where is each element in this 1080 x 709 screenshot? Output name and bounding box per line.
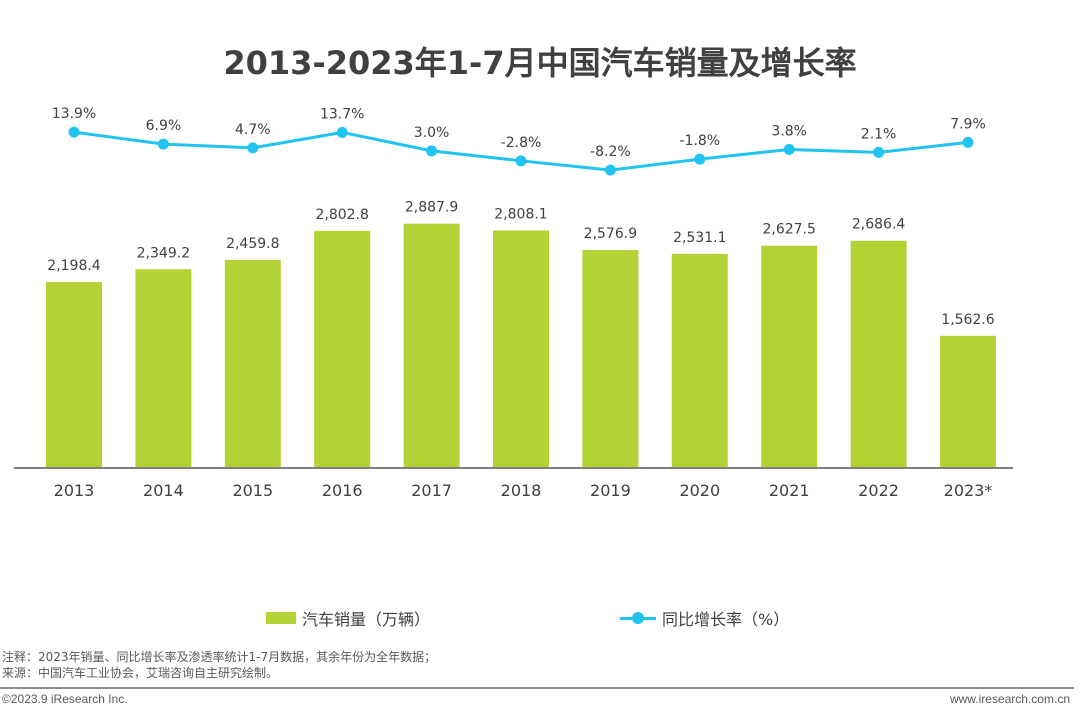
bar-2017 (403, 223, 460, 468)
x-tick-2015: 2015 (232, 481, 273, 500)
growth-point-2017 (426, 145, 438, 157)
bar-label-2021: 2,627.5 (762, 222, 815, 238)
bar-label-2017: 2,887.9 (405, 200, 458, 216)
growth-label-2021: 3.8% (771, 123, 807, 139)
line-series (68, 126, 974, 176)
bar-2016 (314, 230, 371, 468)
x-tick-2022: 2022 (858, 481, 899, 500)
growth-point-2022 (873, 146, 885, 158)
growth-label-2016: 13.7% (320, 106, 364, 122)
bar-label-2020: 2,531.1 (673, 230, 726, 246)
growth-point-2023* (962, 136, 974, 148)
legend-item-growth: 同比增长率（%） (620, 606, 789, 630)
growth-label-2018: -2.8% (501, 135, 542, 151)
growth-point-2014 (157, 138, 169, 150)
legend-line-swatch (620, 612, 656, 624)
legend-bar-swatch (266, 612, 296, 624)
growth-point-2019 (604, 164, 616, 176)
x-tick-2014: 2014 (143, 481, 184, 500)
source-text: 来源：中国汽车工业协会，艾瑞咨询自主研究绘制。 (2, 666, 279, 680)
bar-2014 (135, 269, 192, 468)
bar-2023* (940, 335, 996, 468)
legend-item-sales: 汽车销量（万辆） (266, 606, 430, 630)
growth-label-2022: 2.1% (861, 126, 897, 142)
bar-label-2013: 2,198.4 (47, 258, 101, 274)
x-tick-2013: 2013 (54, 481, 95, 500)
bar-2013 (46, 282, 102, 468)
bar-2021 (761, 245, 818, 468)
x-axis-ticks: 2013 2014 2015 2016 2017 2018 2019 2020 2021 2022… (54, 481, 993, 500)
chart-area: 2,198.4 2,349.2 2,459.8 2,802.8 2,887.9 2,808… (14, 106, 1013, 500)
growth-point-2018 (515, 155, 527, 167)
bar-series (46, 223, 996, 468)
bar-label-2018: 2,808.1 (494, 206, 547, 222)
legend-label-sales: 汽车销量（万辆） (302, 610, 431, 629)
website-link[interactable]: www.iresearch.com.cn (949, 692, 1070, 706)
x-tick-2016: 2016 (322, 481, 363, 500)
copyright: ©2023.9 iResearch Inc. (2, 692, 128, 706)
x-tick-2021: 2021 (769, 481, 810, 500)
x-tick-2018: 2018 (501, 481, 542, 500)
bar-data-labels: 2,198.4 2,349.2 2,459.8 2,802.8 2,887.9 2,808… (47, 200, 995, 328)
bar-2018 (493, 230, 549, 468)
growth-label-2013: 13.9% (52, 106, 96, 122)
growth-point-2020 (694, 153, 706, 165)
growth-label-2014: 6.9% (146, 118, 182, 134)
growth-point-2016 (336, 126, 348, 138)
growth-label-2019: -8.2% (590, 144, 631, 160)
bar-label-2023*: 1,562.6 (941, 312, 995, 328)
bar-label-2022: 2,686.4 (852, 217, 906, 233)
growth-label-2023*: 7.9% (950, 116, 986, 132)
bar-label-2016: 2,802.8 (315, 207, 368, 223)
x-tick-2023*: 2023* (944, 481, 993, 500)
line-data-labels: 13.9% 6.9% 4.7% 13.7% 3.0% -2.8% -8.2% -1.8% 3.8… (52, 106, 986, 160)
x-tick-2019: 2019 (590, 481, 631, 500)
growth-label-2020: -1.8% (679, 133, 720, 149)
x-tick-2017: 2017 (411, 481, 452, 500)
growth-point-2013 (68, 126, 80, 138)
growth-point-2021 (783, 143, 795, 155)
bar-label-2019: 2,576.9 (584, 226, 637, 242)
bar-label-2014: 2,349.2 (137, 245, 190, 261)
bar-2020 (671, 253, 728, 468)
growth-label-2015: 4.7% (235, 122, 271, 138)
growth-label-2017: 3.0% (414, 125, 450, 141)
legend-label-growth: 同比增长率（%） (662, 610, 790, 629)
bar-2019 (582, 249, 639, 468)
bar-2022 (850, 240, 907, 468)
note-text: 注释：2023年销量、同比增长率及渗透率统计1-7月数据，其余年份为全年数据； (2, 650, 437, 664)
chart-title: 2013-2023年1-7月中国汽车销量及增长率 (223, 44, 857, 82)
x-tick-2020: 2020 (679, 481, 720, 500)
footer-divider (0, 687, 1074, 689)
bar-2015 (224, 259, 281, 468)
bar-label-2015: 2,459.8 (226, 236, 279, 252)
growth-point-2015 (247, 142, 259, 154)
